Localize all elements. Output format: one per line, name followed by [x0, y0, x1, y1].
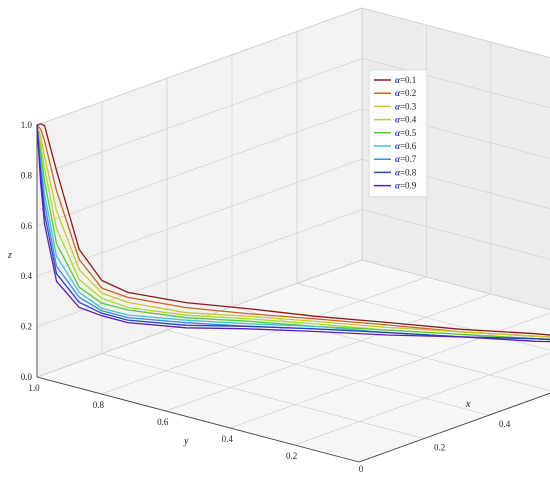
grid-line-floor-y	[165, 293, 491, 412]
y-tick-label: 0.2	[286, 451, 297, 461]
z-tick-label: 0.4	[21, 271, 33, 281]
grid-line-floor-y	[230, 312, 550, 429]
series-line-9	[36, 124, 550, 343]
legend: α=0.1 α=0.2 α=0.3 α=0.4 α=0.5 α=0.6 α=0.7 α=0.8…	[368, 69, 428, 198]
grid-line-floor-y	[101, 276, 427, 395]
z-tick-label: 0.8	[21, 170, 33, 180]
y-tick-label: 0.8	[93, 400, 105, 410]
x-axis-line	[358, 392, 550, 463]
z-tick-label: 1.0	[21, 120, 33, 130]
series-line-8	[36, 124, 550, 341]
legend-label: α=0.5	[395, 128, 417, 138]
x-tick-label: 0.2	[434, 443, 445, 453]
x-tick-label: 0.4	[499, 419, 511, 429]
series-layer	[36, 123, 550, 343]
legend-label: α=0.9	[395, 181, 417, 191]
grid-line-back-z	[36, 209, 363, 327]
grid-line-floor-y	[294, 352, 550, 446]
axis-titles: x y z	[7, 250, 471, 447]
tick-labels: 0.0 0.2 0.4 0.6 0.8 1.0 0.2 0.4 0.6 0.8 1.0 0 0.2 0.4…	[21, 120, 511, 474]
grid-line-floor-x	[361, 259, 550, 310]
legend-label: α=0.3	[395, 101, 417, 111]
y-tick-label: 0.4	[222, 434, 234, 444]
legend-label: α=0.6	[395, 141, 417, 151]
grid-line-back-z	[36, 58, 363, 176]
x-axis-title: x	[465, 399, 471, 410]
z-tick-label: 0.6	[21, 221, 33, 231]
grid-line-back-z	[36, 158, 363, 277]
grid-lines	[36, 7, 550, 463]
z-tick-label: 0.0	[21, 372, 33, 382]
z-tick-label: 0.2	[21, 322, 32, 332]
series-line-5	[36, 124, 550, 341]
y-tick-label: 0	[359, 464, 364, 474]
legend-label: α=0.8	[395, 167, 417, 177]
legend-label: α=0.7	[395, 154, 417, 164]
grid-line-floor-x	[101, 353, 425, 439]
y-axis-title: y	[183, 436, 189, 447]
series-line-1	[36, 123, 550, 336]
series-line-3	[36, 124, 550, 338]
legend-box	[368, 69, 428, 198]
axis-panes	[35, 7, 550, 463]
grid-line-floor-x	[231, 306, 550, 392]
legend-label: α=0.1	[395, 75, 416, 85]
y-axis-line	[36, 376, 360, 463]
grid-line-back-z	[36, 108, 363, 227]
legend-label: α=0.2	[395, 88, 416, 98]
y-tick-label: 1.0	[28, 383, 40, 393]
y-tick-label: 0.6	[157, 417, 169, 427]
grid-line-side-z	[361, 209, 550, 260]
legend-label: α=0.4	[395, 115, 417, 125]
grid-line-side-z	[361, 7, 550, 58]
grid-line-floor-x	[296, 283, 550, 351]
z-axis-title: z	[7, 250, 12, 261]
grid-line-back-z	[36, 7, 363, 126]
grid-line-floor-x	[166, 329, 490, 416]
